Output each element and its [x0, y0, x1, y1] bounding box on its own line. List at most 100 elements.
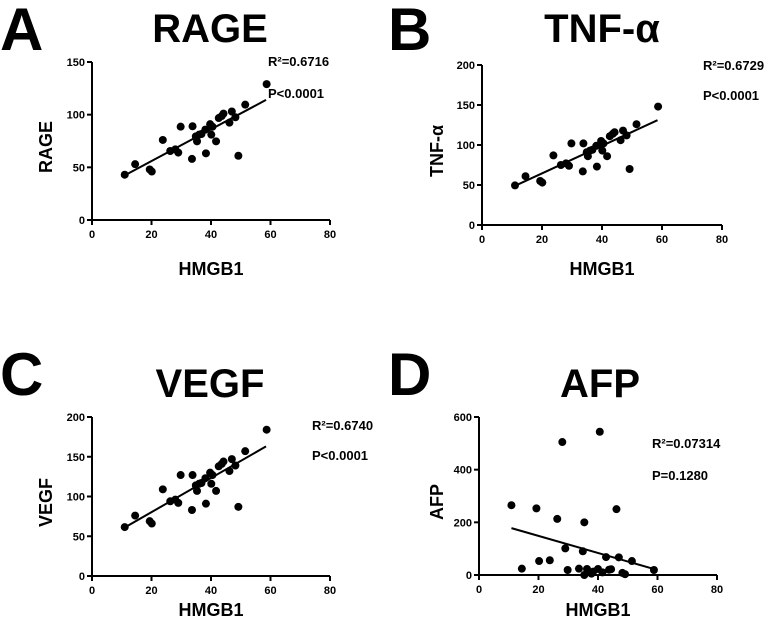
data-point: [227, 107, 236, 116]
data-point: [262, 425, 271, 434]
r-squared-label: R²=0.07314: [652, 436, 721, 451]
panel-letter: B: [388, 0, 431, 63]
data-point: [241, 100, 250, 109]
data-point: [521, 172, 530, 181]
data-point: [262, 80, 271, 89]
x-tick-label: 20: [145, 585, 157, 597]
data-point: [212, 486, 221, 495]
data-point: [592, 162, 601, 171]
data-point: [553, 514, 562, 523]
y-tick-label: 50: [73, 162, 85, 174]
data-point: [614, 553, 623, 562]
data-point: [207, 479, 216, 488]
data-point: [607, 565, 616, 574]
x-tick-label: 0: [479, 234, 485, 246]
data-point: [227, 455, 236, 464]
p-value-label: P<0.0001: [703, 88, 759, 103]
data-point: [567, 139, 576, 148]
x-tick-label: 40: [205, 229, 217, 241]
data-point: [231, 461, 240, 470]
data-point: [131, 160, 140, 169]
data-point: [201, 474, 210, 483]
data-point: [174, 498, 183, 507]
x-tick-label: 80: [711, 584, 723, 596]
x-tick-label: 20: [536, 234, 548, 246]
y-tick-label: 0: [79, 571, 85, 583]
data-point: [579, 139, 588, 148]
r-squared-label: R²=0.6716: [268, 54, 329, 69]
y-tick-label: 100: [67, 492, 85, 504]
data-point: [219, 109, 228, 118]
data-point: [208, 122, 217, 131]
chart-title: RAGE: [152, 7, 268, 51]
chart-title: TNF-α: [544, 7, 660, 51]
x-tick-label: 60: [651, 584, 663, 596]
data-point: [234, 502, 243, 511]
data-point: [187, 506, 196, 515]
data-point: [603, 152, 612, 161]
y-tick-label: 400: [454, 465, 472, 477]
y-tick-label: 200: [67, 412, 85, 424]
data-point: [602, 553, 611, 562]
data-point: [241, 447, 250, 456]
data-point: [517, 564, 526, 573]
data-point: [598, 146, 607, 155]
y-tick-label: 150: [457, 100, 475, 112]
data-point: [561, 544, 570, 553]
data-point: [507, 501, 516, 510]
data-point: [174, 148, 183, 157]
panel-b: B TNF-α 0 20 40 60 80 0 50 100 150 200 HMGB1 TNF-α R²=…: [388, 0, 764, 279]
y-tick-label: 150: [67, 452, 85, 464]
y-tick-label: 50: [463, 180, 475, 192]
data-point: [120, 523, 129, 532]
data-point: [549, 151, 558, 160]
data-point: [654, 102, 663, 111]
y-axis-label: VEGF: [36, 478, 56, 527]
data-point: [616, 136, 625, 145]
data-point: [625, 165, 634, 173]
x-tick-label: 0: [476, 584, 482, 596]
data-point: [578, 547, 587, 556]
p-value-label: P=0.1280: [652, 468, 708, 483]
y-tick-label: 100: [67, 110, 85, 122]
x-tick-label: 60: [264, 585, 276, 597]
data-point: [212, 137, 221, 146]
x-tick-label: 40: [205, 585, 217, 597]
data-point: [147, 519, 156, 528]
y-tick-label: 0: [466, 570, 472, 582]
panel-d: D AFP 0 20 40 60 80 0 200 400 600 HMGB1 AFP R²=0.0731…: [388, 341, 723, 620]
data-point: [219, 457, 228, 466]
x-axis-label: HMGB1: [178, 259, 243, 279]
data-point: [158, 135, 167, 144]
x-axis-label: HMGB1: [178, 600, 243, 620]
x-axis-label: HMGB1: [569, 259, 634, 279]
data-point: [188, 122, 197, 131]
data-point: [234, 151, 243, 160]
x-tick-label: 20: [532, 584, 544, 596]
r-squared-label: R²=0.6729: [703, 58, 764, 73]
y-tick-label: 200: [457, 60, 475, 72]
data-point: [208, 471, 217, 480]
p-value-label: P<0.0001: [268, 86, 324, 101]
data-point: [632, 120, 641, 129]
data-point: [649, 565, 658, 574]
data-point: [580, 571, 589, 579]
panel-letter: C: [0, 341, 43, 408]
data-point: [225, 118, 234, 127]
x-tick-label: 0: [89, 585, 95, 597]
data-point: [565, 161, 573, 170]
y-tick-label: 600: [454, 412, 472, 424]
y-axis-label: AFP: [427, 484, 447, 520]
x-tick-label: 40: [596, 234, 608, 246]
x-axis-label: HMGB1: [565, 600, 630, 620]
data-point: [193, 486, 202, 495]
chart-title: VEGF: [156, 362, 265, 406]
data-point: [120, 170, 129, 179]
panel-letter: D: [388, 341, 431, 408]
y-tick-label: 0: [79, 215, 85, 227]
data-point: [176, 122, 185, 131]
y-tick-label: 100: [457, 140, 475, 152]
x-tick-label: 80: [324, 229, 336, 241]
x-tick-label: 60: [656, 234, 668, 246]
